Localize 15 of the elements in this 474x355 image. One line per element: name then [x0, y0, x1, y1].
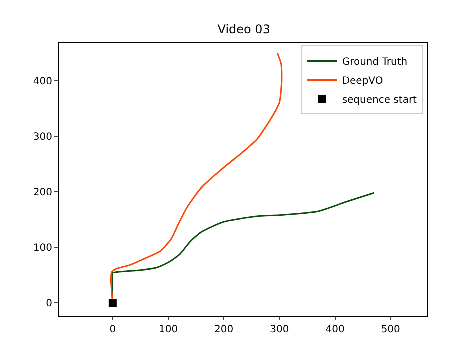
legend-label: sequence start: [342, 95, 418, 106]
x-tick-label: 400: [326, 324, 345, 336]
legend-label: DeepVO: [342, 76, 384, 88]
y-tick-label: 100: [33, 243, 52, 254]
x-tick-label: 300: [270, 324, 290, 336]
y-tick-label: 200: [33, 188, 52, 199]
x-tick-label: 0: [110, 324, 116, 336]
legend-label: Ground Truth: [342, 57, 408, 68]
x-tick-label: 500: [381, 324, 400, 336]
y-tick-label: 300: [33, 132, 52, 143]
y-tick-label: 0: [46, 298, 52, 310]
x-tick-label: 100: [158, 324, 178, 336]
y-tick-label: 400: [33, 76, 52, 88]
chart-title: Video 03: [218, 22, 270, 36]
x-tick-label: 200: [214, 324, 234, 336]
